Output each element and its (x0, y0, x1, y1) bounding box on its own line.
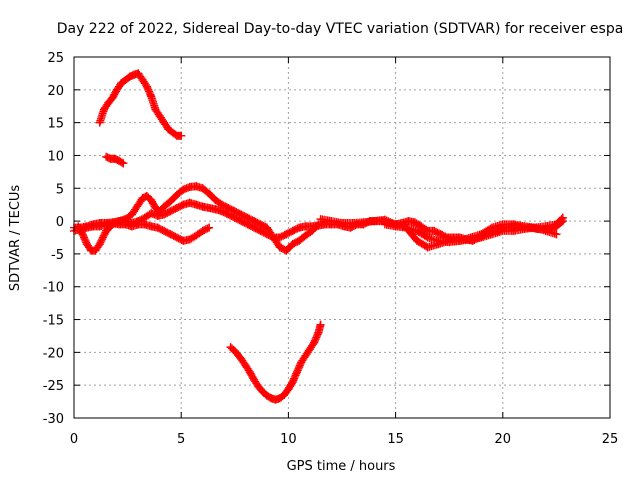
y-tick-label: 25 (47, 51, 64, 66)
series-arc-2 (102, 152, 128, 168)
data-point-fill (146, 90, 155, 99)
data-point-fill (117, 158, 126, 167)
plot-frame (73, 56, 611, 419)
grid-lines (74, 57, 610, 418)
data-point (552, 230, 561, 239)
data-points (70, 69, 567, 404)
y-tick-label: 0 (56, 215, 64, 230)
x-tick-label: 20 (495, 432, 512, 447)
x-tick-label: 5 (177, 432, 185, 447)
data-point (316, 320, 325, 329)
y-axis-label: SDTVAR / TECUs (8, 185, 23, 292)
y-tick-label: -20 (43, 346, 64, 361)
y-tick-label: 10 (47, 149, 64, 164)
y-tick-label: 15 (47, 117, 64, 132)
x-tick-label: 0 (70, 432, 78, 447)
y-tick-label: -15 (43, 314, 64, 329)
data-point-fill (203, 224, 212, 233)
data-point (314, 220, 323, 229)
y-tick-label: -25 (43, 379, 64, 394)
x-tick-label: 25 (602, 432, 619, 447)
x-axis-label: GPS time / hours (287, 459, 396, 474)
series-arc-5 (74, 182, 323, 255)
series-arc-8 (226, 320, 325, 404)
data-point (177, 131, 186, 140)
data-point (119, 159, 128, 168)
series-arc-7 (380, 220, 561, 247)
y-tick-label: -10 (43, 281, 64, 296)
data-point (205, 223, 214, 232)
data-point-fill (557, 215, 566, 224)
chart-title: Day 222 of 2022, Sidereal Day-to-day VTE… (57, 21, 624, 37)
x-tick-label: 10 (280, 432, 297, 447)
y-tick-label: 20 (47, 84, 64, 99)
data-point (558, 213, 567, 222)
axis-ticks: 0 5 10 15 20 25 -30 -25 -20 -15 -10 -5 0 5 10 15 20 25 (43, 51, 619, 447)
data-point-fill (313, 221, 322, 230)
y-tick-label: 5 (56, 182, 64, 197)
y-tick-label: -30 (43, 412, 64, 427)
series-arc-4 (70, 219, 214, 245)
series-arc-1 (95, 69, 186, 140)
y-tick-label: -5 (51, 248, 64, 263)
x-tick-label: 15 (387, 432, 404, 447)
